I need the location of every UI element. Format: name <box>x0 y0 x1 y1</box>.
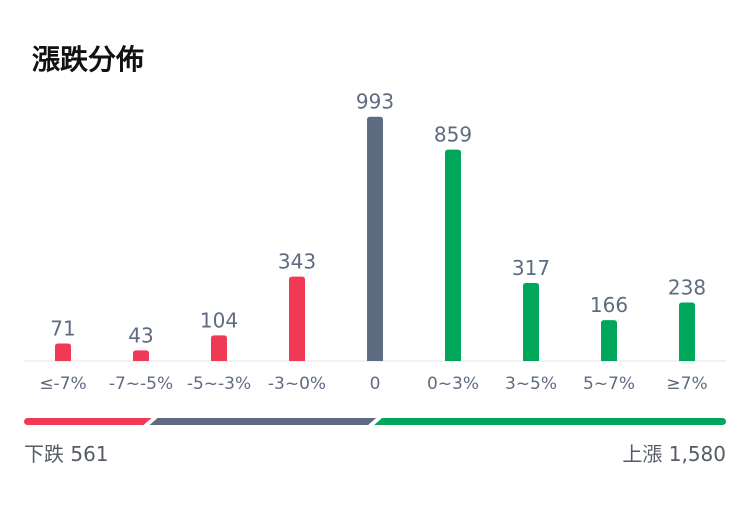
x-tick-label: 0 <box>370 374 381 394</box>
x-tick-label: -7~-5% <box>109 374 173 394</box>
bar-1 <box>133 350 149 361</box>
down-summary: 下跌 561 <box>24 438 109 467</box>
bar-value-label: 166 <box>590 293 628 317</box>
bar-value-label: 43 <box>128 323 153 347</box>
bar-3 <box>289 276 305 361</box>
flat-ratio-segment <box>149 418 377 425</box>
x-tick-label: 5~7% <box>583 374 635 394</box>
bar-2 <box>211 335 227 361</box>
down-ratio-segment <box>24 418 152 425</box>
bar-6 <box>523 283 539 361</box>
bar-value-label: 343 <box>278 250 316 274</box>
bar-8 <box>679 302 695 361</box>
up-ratio-segment <box>374 418 726 425</box>
bar-value-label: 859 <box>434 123 472 147</box>
bar-value-label: 993 <box>356 90 394 114</box>
down-summary-label: 下跌 <box>24 442 64 466</box>
bar-value-label: 317 <box>512 256 550 280</box>
bar-value-label: 238 <box>668 275 706 299</box>
x-tick-label: ≥7% <box>666 374 707 394</box>
x-tick-label: -5~-3% <box>187 374 251 394</box>
x-tick-label: 0~3% <box>427 374 479 394</box>
bar-5 <box>445 149 461 361</box>
x-tick-label: -3~0% <box>268 374 326 394</box>
bar-value-label: 104 <box>200 308 238 332</box>
chart-title: 漲跌分佈 <box>32 43 145 76</box>
up-summary-value: 1,580 <box>668 442 726 466</box>
x-tick-label: 3~5% <box>505 374 557 394</box>
bar-4 <box>367 116 383 361</box>
up-summary: 上漲 1,580 <box>622 438 726 467</box>
bar-7 <box>601 320 617 361</box>
bar-0 <box>55 343 71 361</box>
bar-value-label: 71 <box>50 317 75 341</box>
up-summary-label: 上漲 <box>622 442 663 466</box>
x-tick-label: ≤-7% <box>39 374 86 394</box>
down-summary-value: 561 <box>70 442 109 466</box>
